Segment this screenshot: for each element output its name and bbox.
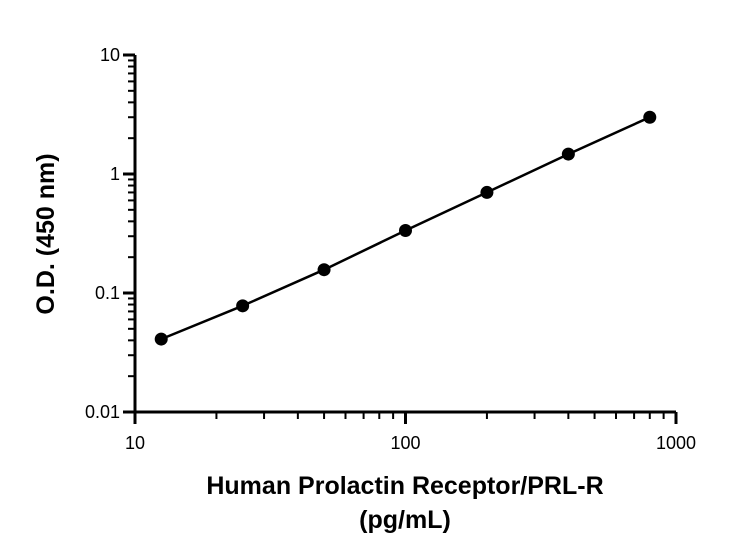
x-tick-label: 10 [125, 433, 145, 453]
y-tick-label: 1 [110, 164, 120, 184]
x-axis-ticks: 10 100 1000 [125, 412, 696, 453]
y-tick-label: 0.01 [85, 402, 120, 422]
data-point [236, 299, 250, 313]
data-point [643, 110, 657, 124]
data-point [154, 332, 168, 346]
x-tick-label: 1000 [656, 433, 696, 453]
x-axis-title-units: (pg/mL) [359, 506, 451, 534]
x-tick-label: 100 [390, 433, 420, 453]
y-tick-label: 0.1 [95, 283, 120, 303]
data-point [480, 185, 494, 199]
y-axis-title: O.D. (450 nm) [32, 153, 60, 314]
plot-area [154, 110, 657, 346]
y-tick-label: 10 [100, 45, 120, 65]
data-point [561, 147, 575, 161]
x-axis-title: Human Prolactin Receptor/PRL-R [206, 472, 603, 500]
data-point [399, 224, 412, 238]
y-axis-ticks: 0.01 0.1 1 10 [85, 45, 135, 422]
data-point [317, 263, 331, 277]
